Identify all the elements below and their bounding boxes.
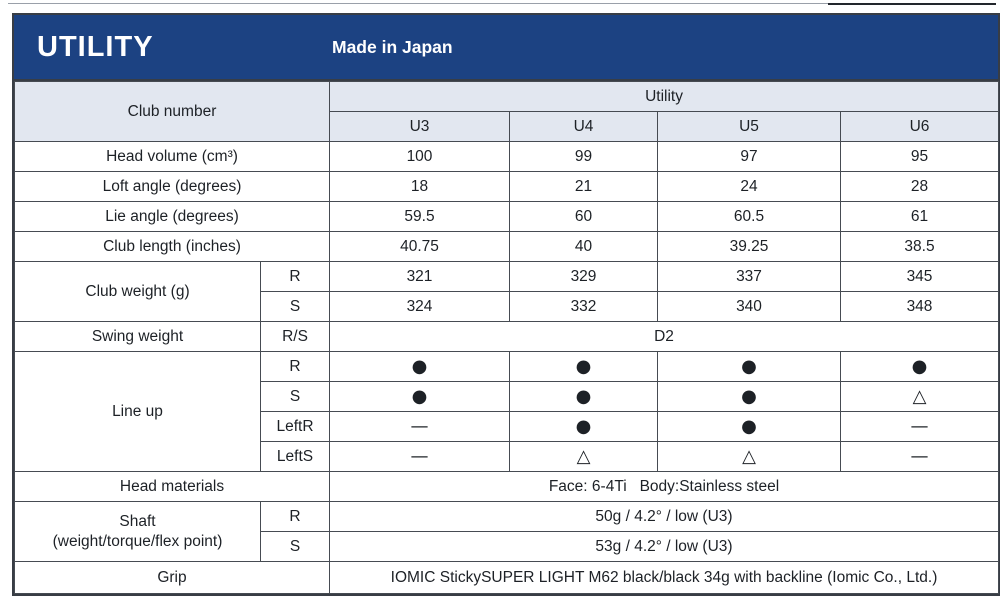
top-rule-dark-segment bbox=[828, 3, 996, 5]
availability-marker: ● bbox=[839, 351, 1000, 382]
availability-marker: ● bbox=[329, 381, 510, 412]
row-label: Loft angle (degrees) bbox=[14, 171, 330, 202]
availability-marker: ● bbox=[509, 381, 658, 412]
availability-marker: ● bbox=[657, 351, 841, 382]
row-label: Shaft (weight/torque/flex point) bbox=[14, 501, 261, 562]
flex-label: R bbox=[260, 351, 330, 382]
flex-label: R bbox=[260, 261, 330, 292]
row-label: Club length (inches) bbox=[14, 231, 330, 262]
row-label: Head materials bbox=[14, 471, 330, 502]
column-header-u4: U4 bbox=[509, 111, 658, 142]
availability-marker: △ bbox=[509, 441, 658, 472]
cell: 329 bbox=[509, 261, 658, 292]
cell: Face: 6-4Ti Body:Stainless steel bbox=[328, 471, 1000, 502]
availability-marker: — bbox=[329, 441, 510, 472]
availability-marker: ● bbox=[329, 351, 510, 382]
row-line-up-r: Line up R ● ● ● ● bbox=[14, 351, 1000, 472]
made-in-japan-label: Made in Japan bbox=[332, 36, 453, 57]
flex-label: R/S bbox=[260, 321, 330, 352]
cell: 40.75 bbox=[329, 231, 510, 262]
row-label: Head volume (cm³) bbox=[14, 141, 330, 172]
cell: 345 bbox=[839, 261, 1000, 292]
cell: 40 bbox=[509, 231, 658, 262]
header-row-group: Club number Utility bbox=[14, 81, 1000, 142]
header-row-columns: U3 U4 U5 U6 bbox=[15, 111, 1000, 142]
cell: IOMIC StickySUPER LIGHT M62 black/black … bbox=[328, 561, 1000, 594]
cell: 39.25 bbox=[657, 231, 841, 262]
shaft-label-line1: Shaft bbox=[119, 513, 156, 531]
row-club-length: Club length (inches) 40.75 40 39.25 38.5 bbox=[14, 231, 1000, 262]
row-club-weight-r: Club weight (g) R 321 329 337 345 bbox=[14, 261, 1000, 322]
availability-marker: — bbox=[839, 441, 1000, 472]
banner: UTILITY Made in Japan bbox=[14, 15, 998, 81]
availability-marker: △ bbox=[839, 381, 1000, 412]
flex-label: S bbox=[260, 291, 330, 322]
cell: 18 bbox=[329, 171, 510, 202]
row-label: Lie angle (degrees) bbox=[14, 201, 330, 232]
cell: 348 bbox=[839, 291, 1000, 322]
availability-marker: △ bbox=[657, 441, 841, 472]
flex-label: S bbox=[260, 531, 330, 562]
cell: 53g / 4.2° / low (U3) bbox=[328, 531, 1000, 562]
availability-marker: — bbox=[329, 411, 510, 442]
availability-marker: — bbox=[839, 411, 1000, 442]
row-grip: Grip IOMIC StickySUPER LIGHT M62 black/b… bbox=[14, 561, 1000, 594]
cell: 59.5 bbox=[329, 201, 510, 232]
row-label: Club weight (g) bbox=[14, 261, 261, 322]
cell: 337 bbox=[657, 261, 841, 292]
column-header-u5: U5 bbox=[657, 111, 841, 142]
availability-marker: ● bbox=[657, 411, 841, 442]
cell: 332 bbox=[509, 291, 658, 322]
cell: 38.5 bbox=[839, 231, 1000, 262]
row-label: Swing weight bbox=[14, 321, 261, 352]
flex-label: S bbox=[260, 381, 330, 412]
cell: 100 bbox=[329, 141, 510, 172]
cell: 60 bbox=[509, 201, 658, 232]
row-label: Grip bbox=[14, 561, 330, 594]
availability-marker: ● bbox=[509, 411, 658, 442]
utility-group-header: Utility bbox=[328, 81, 1000, 112]
cell: 95 bbox=[839, 141, 1000, 172]
shaft-label-line2: (weight/torque/flex point) bbox=[52, 532, 223, 550]
row-shaft-r: Shaft (weight/torque/flex point) R 50g /… bbox=[14, 501, 1000, 562]
cell: 97 bbox=[657, 141, 841, 172]
utility-spec-sheet: UTILITY Made in Japan Club number Utilit… bbox=[12, 13, 1000, 596]
row-club-weight-s: S 324 332 340 348 bbox=[15, 291, 1000, 322]
row-lie-angle: Lie angle (degrees) 59.5 60 60.5 61 bbox=[14, 201, 1000, 232]
club-number-header: Club number bbox=[14, 81, 330, 142]
row-shaft-s: S 53g / 4.2° / low (U3) bbox=[15, 531, 1000, 562]
cell: 340 bbox=[657, 291, 841, 322]
cell: 28 bbox=[839, 171, 1000, 202]
spec-table: Club number Utility U3 U4 U5 U6 Head vol… bbox=[14, 81, 1000, 594]
flex-label: LeftS bbox=[260, 441, 330, 472]
cell: 24 bbox=[657, 171, 841, 202]
row-swing-weight: Swing weight R/S D2 bbox=[14, 321, 1000, 352]
cell: 50g / 4.2° / low (U3) bbox=[328, 501, 1000, 532]
column-header-u6: U6 bbox=[839, 111, 1000, 142]
row-head-materials: Head materials Face: 6-4Ti Body:Stainles… bbox=[14, 471, 1000, 502]
cell: 99 bbox=[509, 141, 658, 172]
cell: 321 bbox=[329, 261, 510, 292]
row-head-volume: Head volume (cm³) 100 99 97 95 bbox=[14, 141, 1000, 172]
row-line-up-leftr: LeftR — ● ● — bbox=[15, 411, 1000, 442]
cell: 60.5 bbox=[657, 201, 841, 232]
row-label: Line up bbox=[14, 351, 261, 472]
cell: D2 bbox=[328, 321, 1000, 352]
cell: 324 bbox=[329, 291, 510, 322]
cell: 21 bbox=[509, 171, 658, 202]
page-title: UTILITY bbox=[37, 30, 154, 63]
column-header-u3: U3 bbox=[329, 111, 510, 142]
row-loft-angle: Loft angle (degrees) 18 21 24 28 bbox=[14, 171, 1000, 202]
cell: 61 bbox=[839, 201, 1000, 232]
availability-marker: ● bbox=[657, 381, 841, 412]
flex-label: R bbox=[260, 501, 330, 532]
availability-marker: ● bbox=[509, 351, 658, 382]
flex-label: LeftR bbox=[260, 411, 330, 442]
top-rule-gray-segment bbox=[8, 3, 828, 4]
top-rule bbox=[8, 3, 996, 5]
